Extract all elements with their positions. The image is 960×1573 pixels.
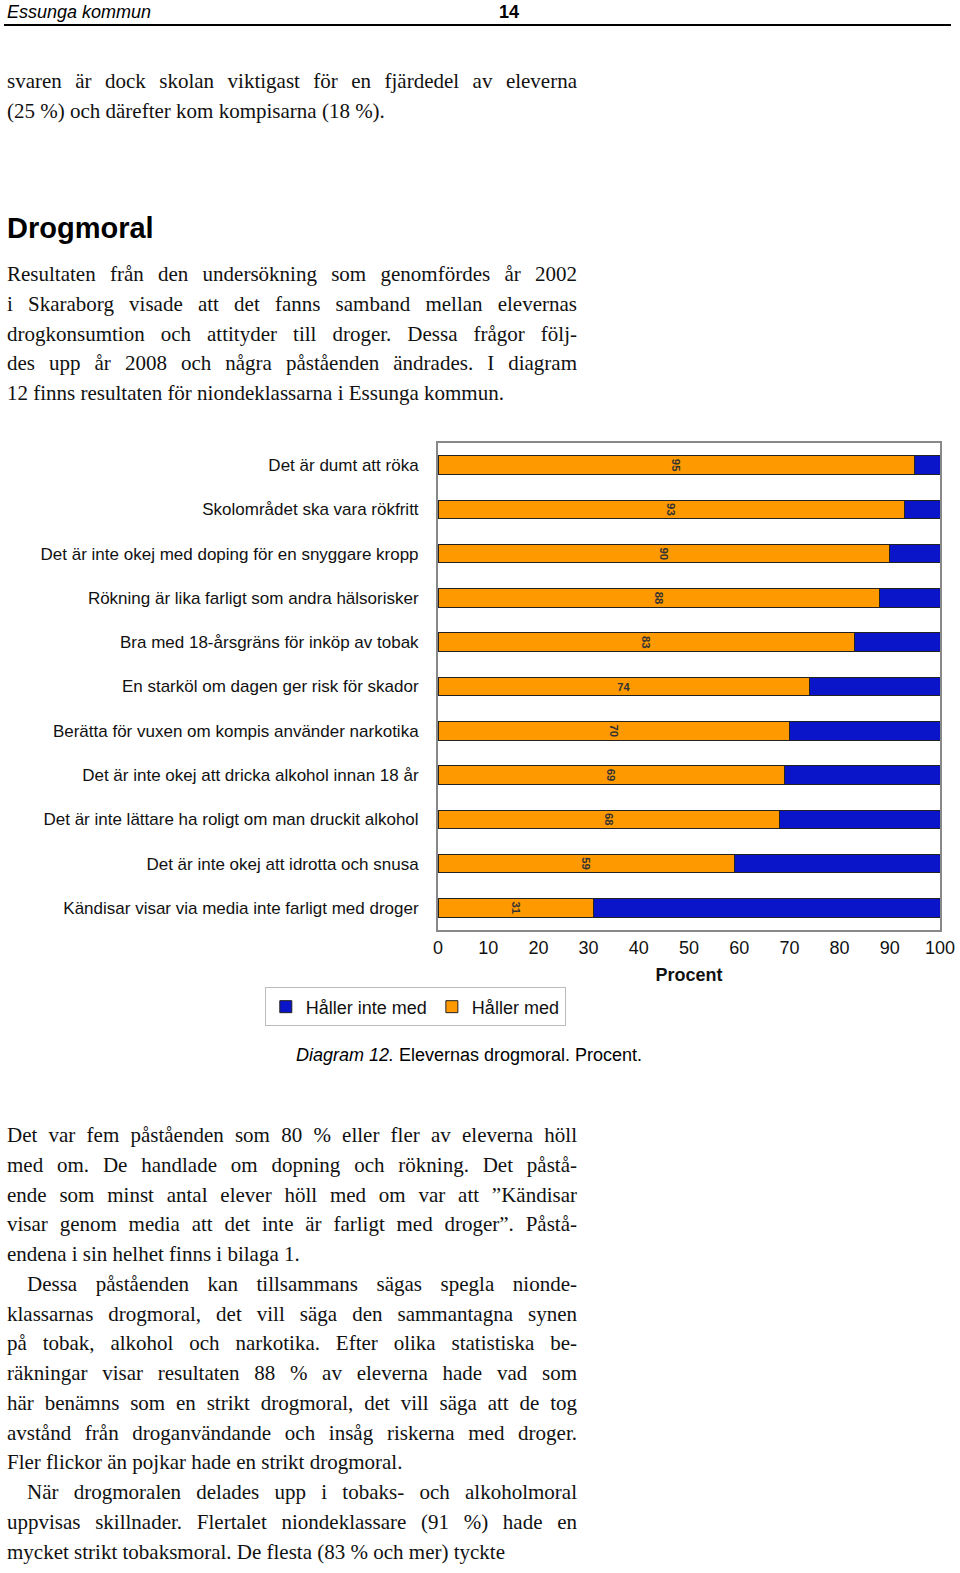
svg-text:Det är inte okej att idrotta o: Det är inte okej att idrotta och snusa xyxy=(146,855,419,874)
html-text:14: 14 xyxy=(499,2,519,22)
svg-text:68: 68 xyxy=(603,813,615,826)
svg-text:Procent: Procent xyxy=(655,965,722,985)
html-text:drogkonsumtion och attityder t: drogkonsumtion och attityder till droger… xyxy=(7,321,577,346)
html-text:endena i sin helhet finns i bi: endena i sin helhet finns i bilaga 1. xyxy=(7,1242,300,1266)
html-text:Diagram 12. Elevernas drogmora: Diagram 12. Elevernas drogmoral. Procent… xyxy=(295,1045,643,1065)
svg-text:70: 70 xyxy=(608,724,620,737)
svg-text:95: 95 xyxy=(670,459,682,472)
html-text:När drogmoralen delades upp i: När drogmoralen delades upp i tobaks- oc… xyxy=(27,1480,577,1504)
html-text:Dessa påståenden kan tillsamma: Dessa påståenden kan tillsammans sägas s… xyxy=(27,1271,577,1296)
html-text:räkningar visar resultaten 88: räkningar visar resultaten 88 % av eleve… xyxy=(7,1361,577,1385)
html-text:klassarnas drogmoral, det vill: klassarnas drogmoral, det vill säga den … xyxy=(7,1301,577,1326)
svg-text:40: 40 xyxy=(629,938,649,958)
html-text:med om. De handlade om dopning: med om. De handlade om dopning och rökni… xyxy=(7,1152,577,1177)
html-text:Essunga kommun: Essunga kommun xyxy=(7,2,152,22)
html-text:visar genom media att det inte: visar genom media att det inte är farlig… xyxy=(7,1212,577,1237)
svg-text:88: 88 xyxy=(653,592,665,605)
svg-text:Håller med: Håller med xyxy=(472,998,559,1018)
svg-text:60: 60 xyxy=(729,938,749,958)
html-text:(25 %) och därefter kom kompis: (25 %) och därefter kom kompisarna (18 %… xyxy=(7,98,385,123)
svg-text:Skolområdet ska vara rökfritt: Skolområdet ska vara rökfritt xyxy=(202,500,419,519)
svg-text:74: 74 xyxy=(617,681,630,693)
html-text:svaren är dock skolan viktigas: svaren är dock skolan viktigast för en f… xyxy=(7,69,577,93)
html-text:i Skaraborg visade att det fan: i Skaraborg visade att det fanns samband… xyxy=(7,291,577,316)
html-text:ende som minst antal elever hö: ende som minst antal elever höll med om … xyxy=(7,1182,577,1207)
html-text:12 finns resultaten för nionde: 12 finns resultaten för niondeklassarna … xyxy=(7,381,504,405)
svg-text:Det är inte okej att dricka al: Det är inte okej att dricka alkohol inna… xyxy=(82,766,419,785)
svg-text:Det är inte okej med doping fö: Det är inte okej med doping för en snygg… xyxy=(41,545,419,564)
svg-text:Det är inte lättare ha roligt: Det är inte lättare ha roligt om man dru… xyxy=(43,810,418,829)
svg-text:83: 83 xyxy=(640,636,652,649)
svg-text:31: 31 xyxy=(510,902,522,915)
svg-text:0: 0 xyxy=(433,938,443,958)
html-text:Resultaten från den undersökni: Resultaten från den undersökning som gen… xyxy=(7,262,577,286)
html-text:des upp år 2008 och några påst: des upp år 2008 och några påståenden änd… xyxy=(7,351,577,376)
html-text:mycket strikt tobaksmoral. De: mycket strikt tobaksmoral. De flesta (83… xyxy=(7,1539,505,1564)
svg-text:Kändisar visar via media inte: Kändisar visar via media inte farligt me… xyxy=(63,899,419,918)
svg-text:80: 80 xyxy=(830,938,850,958)
svg-text:Rökning är lika farligt som an: Rökning är lika farligt som andra hälsor… xyxy=(88,589,419,608)
html-text:här benämns som en strikt drog: här benämns som en strikt drogmoral, det… xyxy=(7,1390,577,1415)
svg-text:En starköl om dagen ger risk f: En starköl om dagen ger risk för skador xyxy=(122,677,419,696)
html-text:Drogmoral: Drogmoral xyxy=(7,212,154,244)
svg-text:100: 100 xyxy=(925,938,955,958)
svg-text:90: 90 xyxy=(658,547,670,560)
svg-text:70: 70 xyxy=(779,938,799,958)
svg-text:Det är dumt att röka: Det är dumt att röka xyxy=(268,456,419,475)
html-text:Fler flickor än pojkar hade en: Fler flickor än pojkar hade en strikt dr… xyxy=(7,1450,403,1475)
svg-text:20: 20 xyxy=(528,938,548,958)
svg-text:30: 30 xyxy=(579,938,599,958)
svg-text:Bra med 18-årsgräns för inköp: Bra med 18-årsgräns för inköp av tobak xyxy=(120,633,419,652)
svg-text:50: 50 xyxy=(679,938,699,958)
svg-text:Berätta för vuxen om kompis an: Berätta för vuxen om kompis använder nar… xyxy=(53,722,419,741)
svg-text:69: 69 xyxy=(605,769,617,782)
html-text:uppvisas skillnader. Flertalet: uppvisas skillnader. Flertalet niondekla… xyxy=(7,1509,577,1534)
html-text:avstånd från droganvändande oc: avstånd från droganvändande och insåg ri… xyxy=(7,1420,577,1445)
svg-text:93: 93 xyxy=(665,503,677,516)
svg-text:59: 59 xyxy=(580,857,592,870)
svg-text:10: 10 xyxy=(478,938,498,958)
svg-text:Håller inte med: Håller inte med xyxy=(306,998,427,1018)
html-text:Det var fem påståenden som 80: Det var fem påståenden som 80 % eller fl… xyxy=(7,1123,577,1147)
html-text:på tobak, alkohol och narkotik: på tobak, alkohol och narkotika. Efter o… xyxy=(7,1331,577,1356)
svg-text:90: 90 xyxy=(880,938,900,958)
